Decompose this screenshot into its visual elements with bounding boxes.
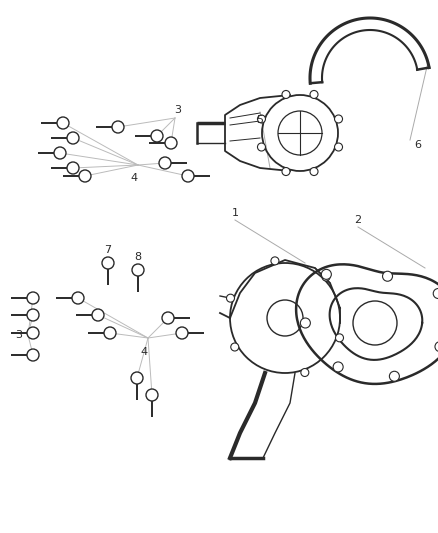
Circle shape xyxy=(57,117,69,129)
Text: 5: 5 xyxy=(257,115,264,125)
Circle shape xyxy=(67,162,79,174)
Text: 8: 8 xyxy=(134,252,141,262)
Circle shape xyxy=(182,170,194,182)
Circle shape xyxy=(159,157,171,169)
Circle shape xyxy=(389,372,399,381)
Text: 4: 4 xyxy=(131,173,138,183)
Circle shape xyxy=(258,115,265,123)
Circle shape xyxy=(301,368,309,376)
Circle shape xyxy=(333,362,343,372)
Circle shape xyxy=(226,294,234,302)
Circle shape xyxy=(72,292,84,304)
Circle shape xyxy=(336,334,343,342)
Circle shape xyxy=(258,143,265,151)
Circle shape xyxy=(310,91,318,99)
Circle shape xyxy=(322,273,330,281)
Circle shape xyxy=(146,389,158,401)
Circle shape xyxy=(231,343,239,351)
Circle shape xyxy=(54,147,66,159)
Circle shape xyxy=(382,271,392,281)
Circle shape xyxy=(433,288,438,298)
Circle shape xyxy=(27,292,39,304)
Circle shape xyxy=(131,372,143,384)
Circle shape xyxy=(27,327,39,339)
Circle shape xyxy=(151,130,163,142)
Circle shape xyxy=(335,143,343,151)
Circle shape xyxy=(176,327,188,339)
Text: 7: 7 xyxy=(104,245,112,255)
Circle shape xyxy=(271,257,279,265)
Circle shape xyxy=(162,312,174,324)
Circle shape xyxy=(27,309,39,321)
Circle shape xyxy=(321,269,332,279)
Circle shape xyxy=(282,167,290,175)
Text: 4: 4 xyxy=(141,347,148,357)
Circle shape xyxy=(310,167,318,175)
Circle shape xyxy=(300,318,311,328)
Circle shape xyxy=(282,91,290,99)
Circle shape xyxy=(335,115,343,123)
Text: 1: 1 xyxy=(232,208,239,218)
Text: 2: 2 xyxy=(354,215,361,225)
Circle shape xyxy=(104,327,116,339)
Text: 3: 3 xyxy=(174,105,181,115)
Circle shape xyxy=(79,170,91,182)
Text: 6: 6 xyxy=(414,140,421,150)
Circle shape xyxy=(435,342,438,352)
Circle shape xyxy=(27,349,39,361)
Circle shape xyxy=(67,132,79,144)
Circle shape xyxy=(112,121,124,133)
Circle shape xyxy=(92,309,104,321)
Circle shape xyxy=(165,137,177,149)
Circle shape xyxy=(132,264,144,276)
Text: 3: 3 xyxy=(15,330,22,340)
Circle shape xyxy=(102,257,114,269)
